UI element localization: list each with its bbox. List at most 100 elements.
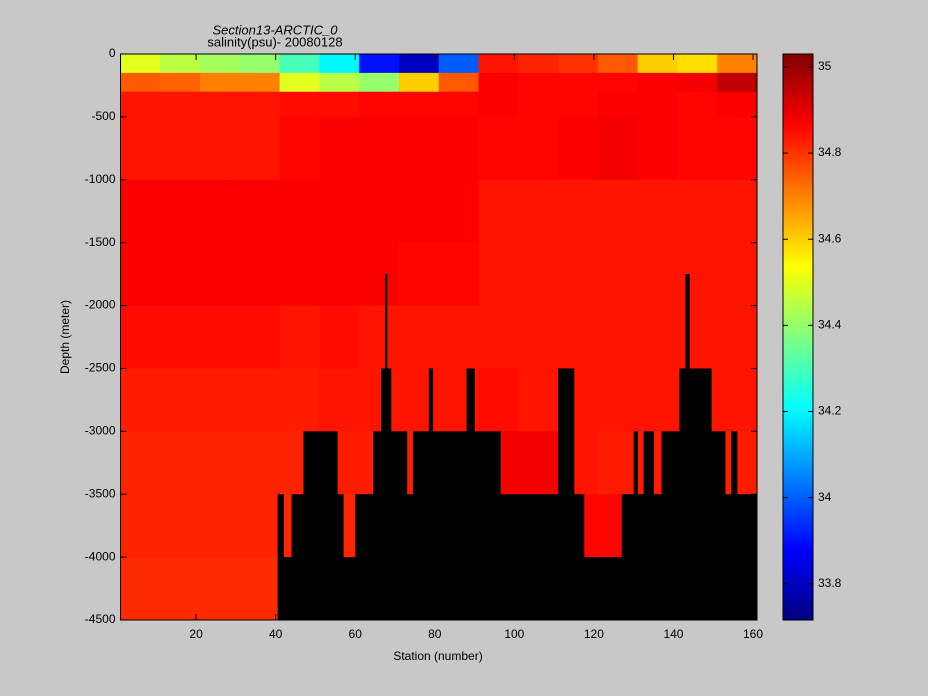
salinity-cell [717, 242, 758, 307]
salinity-cell [279, 242, 320, 307]
salinity-cell [200, 54, 241, 74]
seafloor [685, 274, 690, 620]
salinity-cell [677, 116, 718, 181]
seafloor [277, 494, 284, 620]
seafloor [385, 274, 388, 620]
plot-frame [120, 53, 758, 621]
salinity-cell [438, 242, 480, 307]
x-tick-label: 140 [663, 627, 683, 641]
salinity-cell [717, 116, 758, 181]
salinity-cell [120, 431, 161, 495]
salinity-cell [717, 54, 758, 74]
salinity-cell [120, 494, 161, 558]
salinity-cell [319, 242, 360, 307]
salinity-cell [637, 368, 678, 432]
salinity-cell [120, 116, 161, 181]
salinity-cell [597, 116, 639, 181]
salinity-cell [558, 91, 599, 118]
salinity-cell [597, 431, 639, 495]
x-tick-label: 100 [504, 627, 524, 641]
salinity-cell [637, 242, 678, 307]
salinity-cell [239, 116, 281, 181]
salinity-cell [558, 116, 599, 181]
salinity-cell [200, 368, 241, 432]
salinity-cell [319, 72, 360, 93]
salinity-cell [239, 557, 281, 621]
y-tick-label: -3500 [85, 486, 116, 500]
salinity-cell [438, 91, 480, 118]
x-axis-label: Station (number) [393, 649, 482, 663]
salinity-cell [239, 431, 281, 495]
seafloor [574, 494, 585, 620]
salinity-cell [359, 242, 400, 307]
salinity-cell [558, 72, 599, 93]
salinity-cell [677, 179, 718, 244]
seafloor [711, 431, 726, 620]
salinity-cell [160, 116, 201, 181]
seafloor [337, 494, 344, 620]
salinity-cell [359, 116, 400, 181]
y-tick-label: -2500 [85, 361, 116, 375]
y-tick-label: -4500 [85, 612, 116, 626]
seafloor [653, 494, 662, 620]
seafloor [633, 431, 638, 620]
salinity-cell [359, 368, 400, 432]
salinity-cell [398, 54, 440, 74]
seafloor [466, 368, 475, 620]
salinity-cell [200, 242, 241, 307]
salinity-cell [637, 179, 678, 244]
salinity-cell [478, 242, 519, 307]
salinity-cell [279, 54, 320, 74]
salinity-cell [398, 116, 440, 181]
seafloor [643, 431, 654, 620]
salinity-cell [200, 91, 241, 118]
salinity-cell [597, 54, 639, 74]
salinity-cell [319, 54, 360, 74]
salinity-cell [200, 305, 241, 369]
salinity-cell [637, 305, 678, 369]
seafloor [661, 431, 680, 620]
salinity-cell [200, 116, 241, 181]
colorbar-tick-label: 34.6 [818, 231, 842, 245]
salinity-cell [160, 305, 201, 369]
salinity-cell [359, 72, 400, 93]
seafloor [731, 431, 738, 620]
salinity-cell [239, 305, 281, 369]
salinity-cell [120, 305, 161, 369]
seafloor [355, 494, 374, 620]
salinity-cell [558, 242, 599, 307]
y-tick-label: -2000 [85, 298, 116, 312]
salinity-cell [597, 72, 639, 93]
x-tick-label: 120 [584, 627, 604, 641]
salinity-cell [120, 72, 161, 93]
seafloor [391, 431, 408, 620]
chart-title: Section13-ARCTIC_0 [213, 22, 339, 37]
salinity-cell [518, 431, 559, 495]
seafloor [406, 494, 414, 620]
salinity-cell [398, 72, 440, 93]
seafloor [343, 557, 356, 620]
seafloor [373, 431, 382, 620]
salinity-cell [637, 91, 678, 118]
salinity-cell [120, 179, 161, 244]
seafloor [412, 431, 430, 620]
salinity-cell [637, 54, 678, 74]
salinity-cell [597, 91, 639, 118]
salinity-cell [279, 305, 320, 369]
salinity-cell [637, 116, 678, 181]
salinity-cell [200, 557, 241, 621]
y-tick-label: -3000 [85, 424, 116, 438]
salinity-cell [120, 54, 161, 74]
salinity-cell [279, 91, 320, 118]
colorbar-tick-label: 33.8 [818, 576, 842, 590]
salinity-cell [677, 54, 718, 74]
salinity-cell [637, 72, 678, 93]
salinity-cell [359, 179, 400, 244]
salinity-cell [518, 368, 559, 432]
salinity-cell [558, 54, 599, 74]
salinity-cell [677, 72, 718, 93]
salinity-cell [279, 179, 320, 244]
seafloor [679, 368, 686, 620]
